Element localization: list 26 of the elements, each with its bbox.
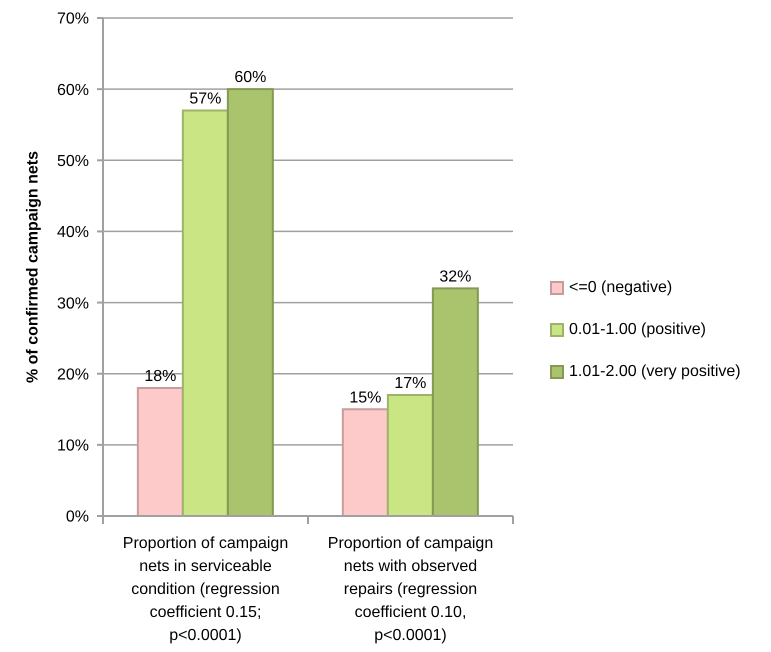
bar — [136, 386, 184, 516]
legend-label: 0.01-1.00 (positive) — [569, 321, 706, 339]
data-label: 17% — [394, 375, 426, 392]
bar — [432, 287, 479, 516]
bar — [342, 408, 389, 516]
data-label: 57% — [189, 90, 222, 108]
bar — [226, 88, 274, 516]
data-label: 60% — [234, 69, 266, 86]
y-tick-label: 20% — [56, 366, 89, 384]
y-tick-label: 40% — [56, 224, 89, 242]
data-label: 18% — [144, 368, 176, 385]
y-tick-label: 70% — [56, 10, 89, 28]
x-tick-label: Proportion of campaign nets in serviceable condition (regression coefficient 0.15; p<0.0001) — [122, 535, 288, 644]
bar — [182, 109, 229, 516]
bar — [386, 394, 434, 516]
y-tick-label: 10% — [56, 438, 89, 455]
y-axis-title: % of confirmed campaign nets — [24, 150, 42, 384]
y-tick-label: 60% — [56, 82, 89, 99]
legend-label: <=0 (negative) — [569, 279, 672, 297]
data-label: 32% — [439, 268, 472, 286]
legend-label: 1.01-2.00 (very positive) — [569, 363, 741, 381]
y-tick-label: 0% — [66, 508, 89, 526]
y-tick-label: 30% — [56, 295, 89, 312]
data-label: 15% — [349, 389, 382, 406]
x-tick-label: Proportion of campaign nets with observed repairs (regression coefficient 0.10, p<0.0001) — [328, 535, 494, 644]
y-tick-label: 50% — [56, 152, 89, 170]
